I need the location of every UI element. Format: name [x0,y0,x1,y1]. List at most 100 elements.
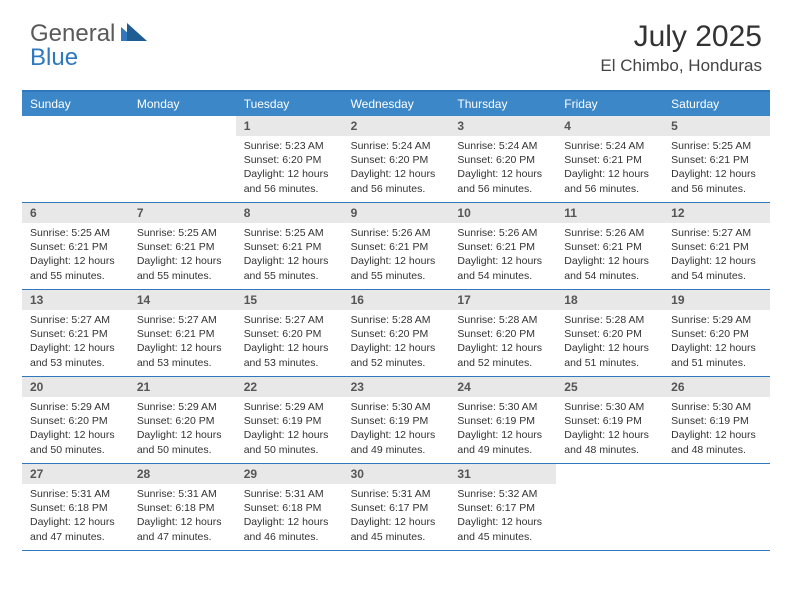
daylight-text: Daylight: 12 hours and 52 minutes. [351,341,442,369]
day-body: Sunrise: 5:26 AMSunset: 6:21 PMDaylight:… [449,223,556,283]
day-number: 30 [343,464,450,484]
day-cell: 24Sunrise: 5:30 AMSunset: 6:19 PMDayligh… [449,377,556,463]
sunset-text: Sunset: 6:18 PM [30,501,121,515]
sunrise-text: Sunrise: 5:24 AM [351,139,442,153]
day-number: 12 [663,203,770,223]
sunrise-text: Sunrise: 5:30 AM [351,400,442,414]
sunrise-text: Sunrise: 5:26 AM [351,226,442,240]
sunrise-text: Sunrise: 5:28 AM [564,313,655,327]
day-cell: 25Sunrise: 5:30 AMSunset: 6:19 PMDayligh… [556,377,663,463]
day-number: 19 [663,290,770,310]
daylight-text: Daylight: 12 hours and 51 minutes. [671,341,762,369]
day-cell: 5Sunrise: 5:25 AMSunset: 6:21 PMDaylight… [663,116,770,202]
sunrise-text: Sunrise: 5:25 AM [137,226,228,240]
sunrise-text: Sunrise: 5:27 AM [244,313,335,327]
sunrise-text: Sunrise: 5:30 AM [671,400,762,414]
day-header-tue: Tuesday [236,92,343,116]
day-number: 29 [236,464,343,484]
sunset-text: Sunset: 6:20 PM [671,327,762,341]
day-cell: 23Sunrise: 5:30 AMSunset: 6:19 PMDayligh… [343,377,450,463]
day-body: Sunrise: 5:32 AMSunset: 6:17 PMDaylight:… [449,484,556,544]
day-number: 1 [236,116,343,136]
sunset-text: Sunset: 6:21 PM [457,240,548,254]
daylight-text: Daylight: 12 hours and 48 minutes. [671,428,762,456]
daylight-text: Daylight: 12 hours and 51 minutes. [564,341,655,369]
sunset-text: Sunset: 6:20 PM [244,327,335,341]
daylight-text: Daylight: 12 hours and 56 minutes. [671,167,762,195]
calendar: Sunday Monday Tuesday Wednesday Thursday… [22,90,770,551]
day-cell: 3Sunrise: 5:24 AMSunset: 6:20 PMDaylight… [449,116,556,202]
day-body: Sunrise: 5:28 AMSunset: 6:20 PMDaylight:… [343,310,450,370]
sunrise-text: Sunrise: 5:31 AM [351,487,442,501]
day-cell: 12Sunrise: 5:27 AMSunset: 6:21 PMDayligh… [663,203,770,289]
sunrise-text: Sunrise: 5:32 AM [457,487,548,501]
daylight-text: Daylight: 12 hours and 50 minutes. [137,428,228,456]
day-body: Sunrise: 5:27 AMSunset: 6:21 PMDaylight:… [129,310,236,370]
sunset-text: Sunset: 6:21 PM [671,153,762,167]
day-cell [22,116,129,202]
day-body: Sunrise: 5:25 AMSunset: 6:21 PMDaylight:… [663,136,770,196]
day-number: 31 [449,464,556,484]
day-number: 25 [556,377,663,397]
daylight-text: Daylight: 12 hours and 56 minutes. [351,167,442,195]
day-number: 8 [236,203,343,223]
day-cell: 9Sunrise: 5:26 AMSunset: 6:21 PMDaylight… [343,203,450,289]
day-cell [556,464,663,550]
day-number: 26 [663,377,770,397]
week-row: 13Sunrise: 5:27 AMSunset: 6:21 PMDayligh… [22,290,770,377]
day-body: Sunrise: 5:29 AMSunset: 6:20 PMDaylight:… [663,310,770,370]
daylight-text: Daylight: 12 hours and 53 minutes. [137,341,228,369]
day-body: Sunrise: 5:29 AMSunset: 6:19 PMDaylight:… [236,397,343,457]
day-body: Sunrise: 5:28 AMSunset: 6:20 PMDaylight:… [556,310,663,370]
day-cell: 15Sunrise: 5:27 AMSunset: 6:20 PMDayligh… [236,290,343,376]
day-body: Sunrise: 5:30 AMSunset: 6:19 PMDaylight:… [556,397,663,457]
day-number: 6 [22,203,129,223]
logo-text-blue: Blue [30,44,78,71]
day-body: Sunrise: 5:30 AMSunset: 6:19 PMDaylight:… [663,397,770,457]
day-number: 24 [449,377,556,397]
day-body: Sunrise: 5:27 AMSunset: 6:21 PMDaylight:… [663,223,770,283]
logo-triangle-icon [121,23,147,46]
sunrise-text: Sunrise: 5:29 AM [671,313,762,327]
day-header-sat: Saturday [663,92,770,116]
weeks: 1Sunrise: 5:23 AMSunset: 6:20 PMDaylight… [22,116,770,551]
daylight-text: Daylight: 12 hours and 45 minutes. [457,515,548,543]
day-cell: 4Sunrise: 5:24 AMSunset: 6:21 PMDaylight… [556,116,663,202]
day-body: Sunrise: 5:25 AMSunset: 6:21 PMDaylight:… [236,223,343,283]
day-header-fri: Friday [556,92,663,116]
day-cell: 18Sunrise: 5:28 AMSunset: 6:20 PMDayligh… [556,290,663,376]
day-number: 21 [129,377,236,397]
week-row: 20Sunrise: 5:29 AMSunset: 6:20 PMDayligh… [22,377,770,464]
day-cell: 2Sunrise: 5:24 AMSunset: 6:20 PMDaylight… [343,116,450,202]
logo-blue-row: Blue [30,44,78,72]
location: El Chimbo, Honduras [600,56,762,76]
day-cell: 17Sunrise: 5:28 AMSunset: 6:20 PMDayligh… [449,290,556,376]
day-body: Sunrise: 5:29 AMSunset: 6:20 PMDaylight:… [22,397,129,457]
sunset-text: Sunset: 6:18 PM [244,501,335,515]
title-block: July 2025 El Chimbo, Honduras [600,20,762,76]
daylight-text: Daylight: 12 hours and 50 minutes. [30,428,121,456]
sunset-text: Sunset: 6:19 PM [351,414,442,428]
daylight-text: Daylight: 12 hours and 53 minutes. [30,341,121,369]
day-cell: 1Sunrise: 5:23 AMSunset: 6:20 PMDaylight… [236,116,343,202]
daylight-text: Daylight: 12 hours and 45 minutes. [351,515,442,543]
sunset-text: Sunset: 6:20 PM [351,327,442,341]
day-number: 7 [129,203,236,223]
day-header-mon: Monday [129,92,236,116]
sunrise-text: Sunrise: 5:27 AM [671,226,762,240]
day-body: Sunrise: 5:31 AMSunset: 6:17 PMDaylight:… [343,484,450,544]
day-cell: 22Sunrise: 5:29 AMSunset: 6:19 PMDayligh… [236,377,343,463]
daylight-text: Daylight: 12 hours and 56 minutes. [244,167,335,195]
sunrise-text: Sunrise: 5:30 AM [564,400,655,414]
day-number: 5 [663,116,770,136]
daylight-text: Daylight: 12 hours and 50 minutes. [244,428,335,456]
daylight-text: Daylight: 12 hours and 52 minutes. [457,341,548,369]
sunrise-text: Sunrise: 5:28 AM [457,313,548,327]
sunset-text: Sunset: 6:21 PM [30,327,121,341]
day-number: 16 [343,290,450,310]
sunset-text: Sunset: 6:20 PM [351,153,442,167]
day-header-thu: Thursday [449,92,556,116]
sunrise-text: Sunrise: 5:29 AM [244,400,335,414]
day-cell: 27Sunrise: 5:31 AMSunset: 6:18 PMDayligh… [22,464,129,550]
daylight-text: Daylight: 12 hours and 56 minutes. [457,167,548,195]
